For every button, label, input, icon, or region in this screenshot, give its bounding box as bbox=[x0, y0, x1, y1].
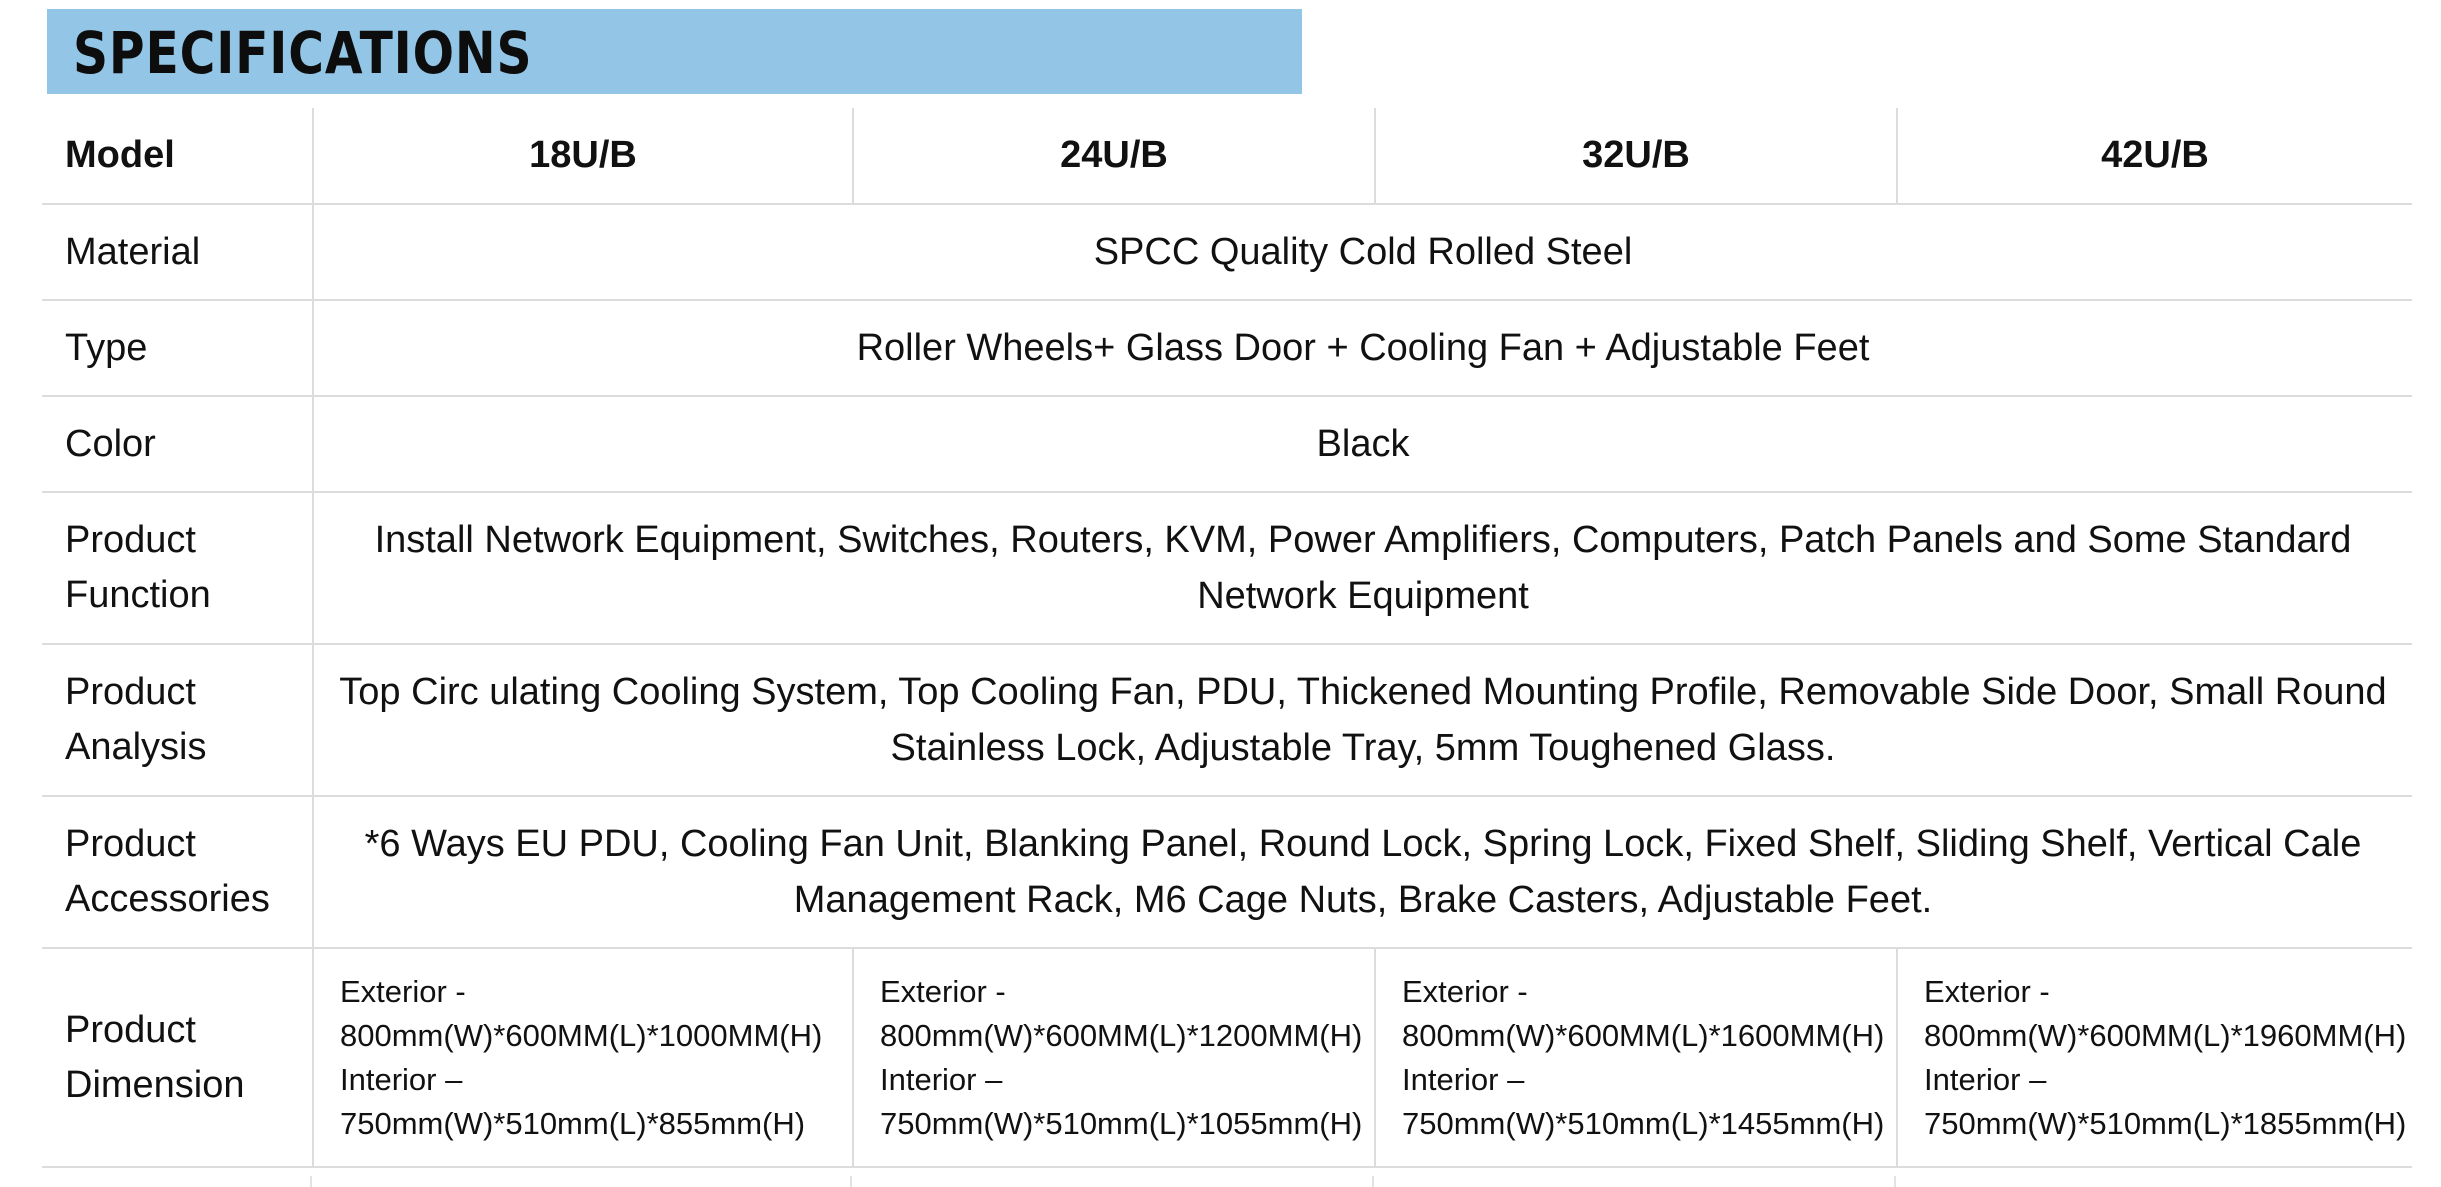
table-row-product-accessories: Product Accessories *6 Ways EU PDU, Cool… bbox=[42, 797, 2412, 949]
interior-value: 750mm(W)*510mm(L)*1055mm(H) bbox=[880, 1102, 1362, 1146]
divider-tick bbox=[310, 1176, 312, 1187]
interior-value: 750mm(W)*510mm(L)*855mm(H) bbox=[340, 1102, 805, 1146]
row-label-product-function: Product Function bbox=[42, 493, 312, 643]
value-line-2: Management Rack, M6 Cage Nuts, Brake Cas… bbox=[365, 872, 2362, 928]
product-accessories-value: *6 Ways EU PDU, Cooling Fan Unit, Blanki… bbox=[312, 797, 2412, 947]
dimension-cell-42u: Exterior - 800mm(W)*600MM(L)*1960MM(H) I… bbox=[1896, 949, 2412, 1166]
divider-tick bbox=[1372, 1176, 1374, 1187]
specifications-table: Model 18U/B 24U/B 32U/B 42U/B Material S… bbox=[42, 108, 2412, 1168]
exterior-value: 800mm(W)*600MM(L)*1600MM(H) bbox=[1402, 1014, 1884, 1058]
exterior-label: Exterior - bbox=[340, 970, 466, 1014]
row-label-type: Type bbox=[42, 301, 312, 395]
specifications-banner: SPECIFICATIONS bbox=[47, 9, 1302, 94]
model-header-18u: 18U/B bbox=[312, 108, 852, 203]
exterior-label: Exterior - bbox=[1402, 970, 1528, 1014]
material-value: SPCC Quality Cold Rolled Steel bbox=[312, 205, 2412, 299]
product-function-value: Install Network Equipment, Switches, Rou… bbox=[312, 493, 2412, 643]
label-line-1: Product bbox=[65, 665, 207, 720]
label-line-1: Product bbox=[65, 1003, 245, 1058]
page-title: SPECIFICATIONS bbox=[73, 17, 532, 89]
interior-value: 750mm(W)*510mm(L)*1855mm(H) bbox=[1924, 1102, 2406, 1146]
label-line-2: Accessories bbox=[65, 872, 270, 927]
dimension-cell-18u: Exterior - 800mm(W)*600MM(L)*1000MM(H) I… bbox=[312, 949, 852, 1166]
type-value: Roller Wheels+ Glass Door + Cooling Fan … bbox=[312, 301, 2412, 395]
table-row-type: Type Roller Wheels+ Glass Door + Cooling… bbox=[42, 301, 2412, 397]
model-header-42u: 42U/B bbox=[1896, 108, 2412, 203]
table-row-product-function: Product Function Install Network Equipme… bbox=[42, 493, 2412, 645]
value-line-1: *6 Ways EU PDU, Cooling Fan Unit, Blanki… bbox=[365, 816, 2362, 872]
value-line-2: Stainless Lock, Adjustable Tray, 5mm Tou… bbox=[339, 720, 2386, 776]
table-row-model: Model 18U/B 24U/B 32U/B 42U/B bbox=[42, 108, 2412, 205]
dimension-cell-32u: Exterior - 800mm(W)*600MM(L)*1600MM(H) I… bbox=[1374, 949, 1896, 1166]
value-line-1: Install Network Equipment, Switches, Rou… bbox=[375, 512, 2352, 568]
row-label-material: Material bbox=[42, 205, 312, 299]
label-line-2: Analysis bbox=[65, 720, 207, 775]
interior-label: Interior – bbox=[1402, 1058, 1524, 1102]
exterior-label: Exterior - bbox=[880, 970, 1006, 1014]
row-label-product-accessories: Product Accessories bbox=[42, 797, 312, 947]
dimension-cell-24u: Exterior - 800mm(W)*600MM(L)*1200MM(H) I… bbox=[852, 949, 1374, 1166]
product-analysis-value: Top Circ ulating Cooling System, Top Coo… bbox=[312, 645, 2412, 795]
interior-value: 750mm(W)*510mm(L)*1455mm(H) bbox=[1402, 1102, 1884, 1146]
interior-label: Interior – bbox=[340, 1058, 462, 1102]
label-line-2: Dimension bbox=[65, 1058, 245, 1113]
table-row-product-dimension: Product Dimension Exterior - 800mm(W)*60… bbox=[42, 949, 2412, 1168]
value-line-1: Top Circ ulating Cooling System, Top Coo… bbox=[339, 664, 2386, 720]
interior-label: Interior – bbox=[1924, 1058, 2046, 1102]
divider-tick bbox=[850, 1176, 852, 1187]
table-row-product-analysis: Product Analysis Top Circ ulating Coolin… bbox=[42, 645, 2412, 797]
row-label-color: Color bbox=[42, 397, 312, 491]
row-label-product-analysis: Product Analysis bbox=[42, 645, 312, 795]
label-line-1: Product bbox=[65, 513, 211, 568]
table-row-color: Color Black bbox=[42, 397, 2412, 493]
exterior-value: 800mm(W)*600MM(L)*1960MM(H) bbox=[1924, 1014, 2406, 1058]
label-line-2: Function bbox=[65, 568, 211, 623]
exterior-value: 800mm(W)*600MM(L)*1000MM(H) bbox=[340, 1014, 822, 1058]
model-header-32u: 32U/B bbox=[1374, 108, 1896, 203]
interior-label: Interior – bbox=[880, 1058, 1002, 1102]
exterior-value: 800mm(W)*600MM(L)*1200MM(H) bbox=[880, 1014, 1362, 1058]
value-line-2: Network Equipment bbox=[375, 568, 2352, 624]
divider-tick bbox=[1894, 1176, 1896, 1187]
row-label-model: Model bbox=[42, 108, 312, 203]
label-line-1: Product bbox=[65, 817, 270, 872]
exterior-label: Exterior - bbox=[1924, 970, 2050, 1014]
color-value: Black bbox=[312, 397, 2412, 491]
table-row-material: Material SPCC Quality Cold Rolled Steel bbox=[42, 205, 2412, 301]
model-header-24u: 24U/B bbox=[852, 108, 1374, 203]
row-label-product-dimension: Product Dimension bbox=[42, 949, 312, 1166]
